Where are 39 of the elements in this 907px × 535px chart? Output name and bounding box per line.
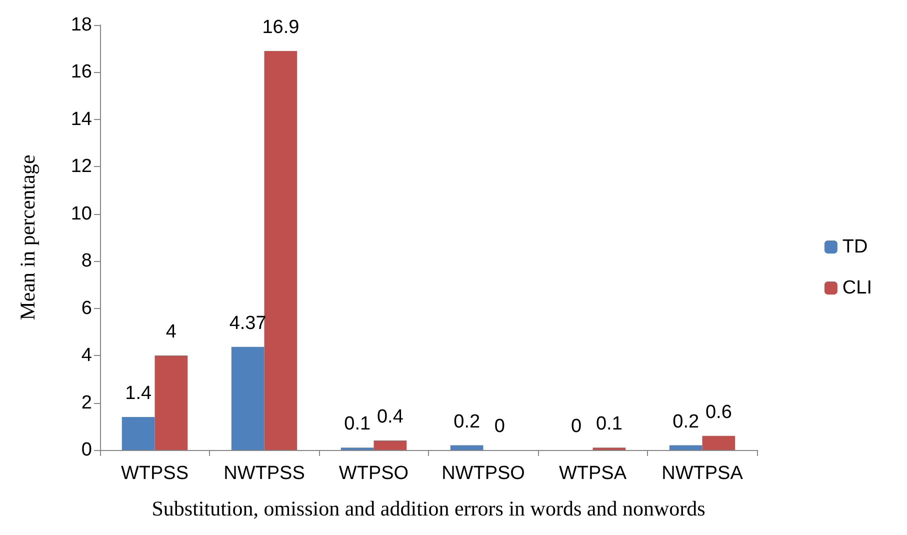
data-label: 0	[571, 416, 582, 437]
data-label: 0.4	[376, 406, 404, 428]
y-tick-label: 12	[70, 156, 92, 178]
bar	[231, 346, 264, 450]
bar	[669, 445, 702, 450]
y-tick-label: 18	[70, 14, 92, 36]
legend-label: CLI	[842, 278, 872, 298]
data-label: 0.6	[705, 402, 732, 423]
data-label: 0.2	[672, 411, 700, 432]
bar	[702, 436, 736, 450]
y-tick-label: 6	[81, 298, 92, 319]
bar	[374, 440, 407, 450]
data-label: 0.1	[596, 414, 622, 435]
x-axis-title: Substitution, omission and addition errors in words and nonwords	[152, 496, 706, 520]
data-label: 0.2	[454, 411, 480, 432]
x-tick-label: NWTPSS	[224, 463, 305, 484]
data-label: 0	[494, 416, 505, 437]
y-tick-label: 10	[70, 203, 92, 224]
x-tick-label: WTPSA	[558, 463, 627, 484]
data-label: 16.9	[262, 16, 300, 38]
y-tick-label: 4	[81, 345, 92, 366]
y-axis-title: Mean in percentage	[16, 154, 40, 320]
bar	[154, 356, 188, 450]
y-tick-label: 14	[70, 108, 92, 130]
x-tick-label: NWTPSA	[662, 463, 744, 484]
y-tick-label: 16	[70, 62, 92, 83]
x-tick-label: NWTPSO	[442, 463, 525, 484]
bar	[122, 416, 155, 450]
y-tick-label: 2	[81, 392, 92, 414]
x-tick-label: WTPSO	[338, 463, 409, 484]
data-label: 4	[166, 322, 177, 343]
x-tick-label: WTPSS	[120, 463, 189, 484]
data-label: 1.4	[125, 382, 152, 404]
y-tick-label: 8	[81, 250, 92, 272]
bar	[264, 50, 298, 450]
data-label: 0.1	[344, 414, 371, 435]
legend-label: TD	[842, 236, 868, 258]
y-tick-label: 0	[81, 440, 92, 460]
bar	[450, 445, 484, 450]
